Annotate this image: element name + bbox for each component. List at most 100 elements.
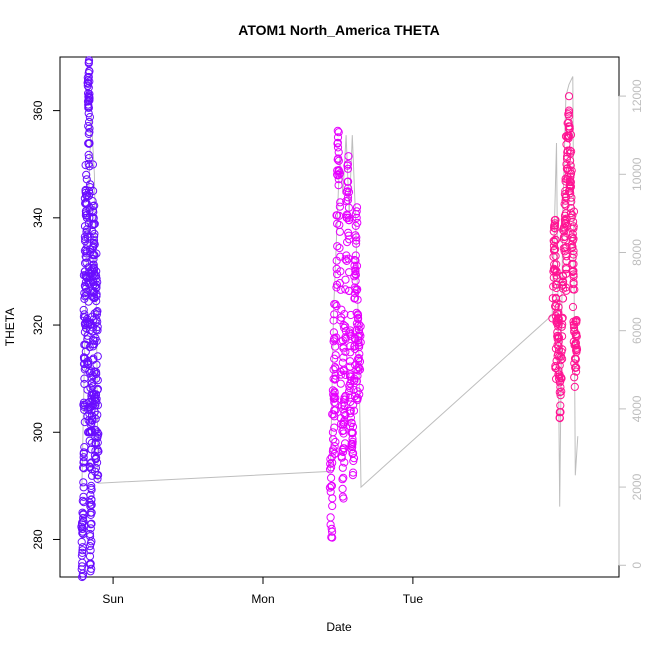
data-point — [85, 409, 94, 418]
data-point — [341, 370, 350, 379]
data-point — [93, 322, 102, 331]
data-point — [86, 368, 95, 378]
data-point — [354, 363, 363, 372]
data-point — [343, 164, 353, 173]
data-point — [565, 112, 574, 121]
data-point — [89, 213, 98, 222]
data-point — [334, 154, 343, 163]
data-point — [355, 390, 364, 399]
data-point — [328, 501, 337, 511]
data-point — [352, 239, 361, 248]
data-point — [79, 498, 88, 507]
data-point — [80, 443, 89, 452]
y2-tick-label: 0 — [630, 562, 644, 569]
data-point — [333, 219, 342, 228]
data-point — [88, 197, 97, 206]
data-point — [561, 186, 570, 196]
data-point — [570, 359, 579, 368]
y-axis-right: 0 2000 4000 6000 8000 10000 12000 — [618, 79, 644, 569]
data-point — [344, 177, 353, 186]
data-point — [352, 213, 361, 222]
data-point — [84, 154, 94, 163]
data-point — [569, 224, 578, 233]
data-point — [551, 251, 560, 261]
data-point — [339, 447, 348, 457]
data-point — [327, 473, 336, 482]
data-point — [346, 362, 355, 371]
data-point — [90, 240, 99, 249]
data-point — [79, 449, 88, 458]
y-axis-label: THETA — [3, 308, 17, 346]
data-point — [330, 423, 339, 432]
data-point — [333, 133, 343, 142]
data-point — [335, 170, 344, 179]
data-point — [89, 236, 99, 245]
data-point — [92, 290, 101, 299]
data-point — [355, 363, 364, 372]
data-point — [548, 294, 557, 303]
y-tick-label: 300 — [31, 422, 45, 442]
x-tick-label: Mon — [251, 592, 274, 606]
data-point — [571, 331, 581, 340]
data-point — [351, 256, 360, 265]
y2-tick-label: 6000 — [630, 317, 644, 344]
data-point — [561, 201, 570, 210]
data-point — [86, 520, 96, 529]
data-point — [84, 278, 93, 287]
data-point — [86, 524, 95, 533]
data-point — [565, 146, 575, 155]
data-point — [338, 492, 347, 501]
data-point — [347, 418, 356, 427]
data-point — [551, 236, 561, 245]
data-point — [92, 368, 101, 377]
data-point — [331, 393, 340, 402]
data-point — [561, 283, 571, 292]
data-point — [85, 117, 94, 127]
data-point — [348, 434, 357, 443]
data-point — [90, 201, 99, 210]
data-point — [78, 508, 87, 517]
data-point — [340, 393, 349, 402]
data-point — [330, 398, 339, 407]
y2-tick-label: 4000 — [630, 395, 644, 422]
data-point — [88, 160, 98, 169]
data-point — [351, 231, 360, 240]
data-point — [92, 374, 101, 383]
data-point — [90, 396, 100, 405]
x-tick-label: Sun — [102, 592, 123, 606]
data-point — [569, 250, 578, 259]
data-point — [568, 267, 577, 276]
data-point — [331, 374, 340, 383]
data-point — [567, 193, 576, 202]
data-point — [344, 188, 354, 197]
data-point — [356, 331, 365, 340]
secondary-series-line — [81, 76, 579, 507]
data-point — [558, 332, 567, 341]
data-point — [554, 374, 564, 383]
data-point — [554, 366, 563, 375]
data-point — [569, 320, 579, 330]
data-point — [348, 471, 357, 480]
data-point — [87, 495, 96, 504]
data-point — [563, 133, 572, 142]
data-point — [339, 320, 348, 330]
data-point — [558, 294, 568, 303]
data-point — [562, 263, 571, 272]
data-point — [93, 278, 102, 287]
data-point — [327, 463, 336, 472]
data-point — [92, 284, 101, 293]
data-point — [570, 373, 579, 382]
data-point — [569, 270, 578, 279]
y-tick-label: 280 — [31, 529, 45, 549]
data-point — [87, 374, 97, 383]
data-point — [78, 529, 87, 538]
data-point — [87, 438, 97, 448]
data-point — [349, 454, 359, 463]
data-point — [569, 280, 578, 289]
data-point — [332, 333, 341, 342]
data-point — [90, 401, 100, 410]
data-point — [353, 310, 362, 319]
data-point — [84, 356, 93, 366]
data-point — [90, 282, 100, 291]
